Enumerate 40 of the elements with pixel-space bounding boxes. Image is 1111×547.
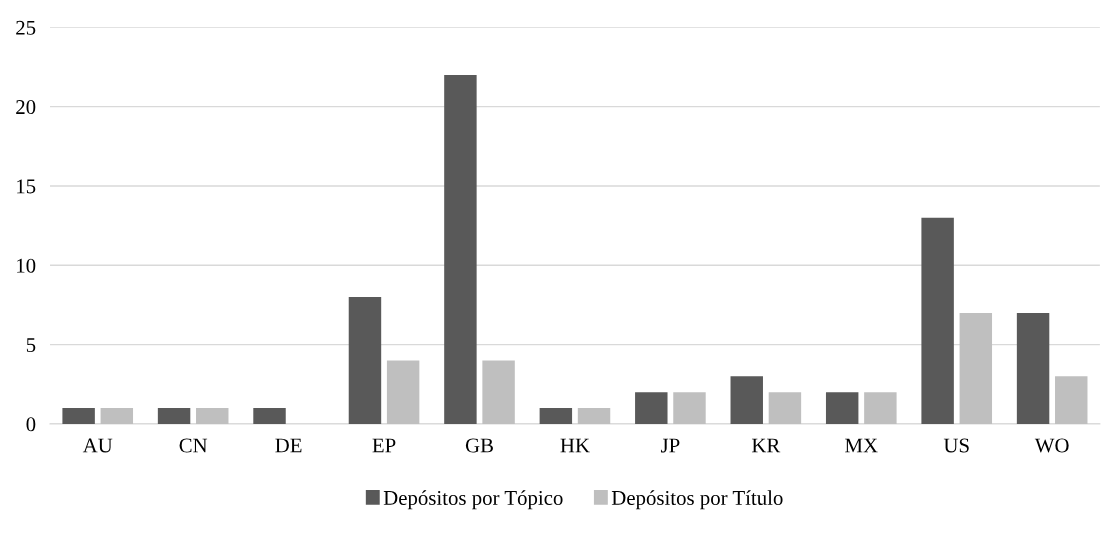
bar [921,217,954,424]
bar [348,297,382,424]
bar [1055,376,1088,424]
y-tick-label: 20 [16,100,36,115]
bar [62,408,95,424]
x-tick-label: US [943,438,969,453]
bar [1016,312,1050,424]
x-tick-label: DE [275,438,302,453]
bar [673,392,706,424]
bar [825,392,859,424]
bar [157,408,191,424]
y-tick-label: 10 [17,258,36,273]
bar [100,408,134,424]
x-tick-label: AU [82,438,113,453]
x-tick-label: KR [751,438,781,453]
bar [768,392,802,424]
bar [539,408,573,424]
y-tick-label: 15 [17,179,36,194]
bar [635,392,668,424]
legend-label: Depósitos por Título [611,490,783,510]
bar [577,408,611,424]
bar [959,312,993,424]
bar [253,408,286,424]
bar [444,74,477,424]
y-tick-label: 0 [26,417,36,432]
y-tick-label: 25 [16,20,36,35]
x-tick-label: HK [560,438,590,453]
x-tick-label: JP [660,438,680,453]
bar [864,392,897,424]
bar [730,376,763,424]
bar [386,360,420,424]
x-tick-label: CN [179,438,208,453]
x-tick-label: MX [845,438,878,453]
x-tick-label: WO [1034,438,1069,453]
bar [482,360,515,424]
x-tick-label: EP [372,438,396,453]
x-tick-label: GB [465,438,493,453]
y-tick-label: 5 [26,338,36,353]
legend-label: Depósitos por Tópico [383,490,563,510]
bar [196,408,229,424]
